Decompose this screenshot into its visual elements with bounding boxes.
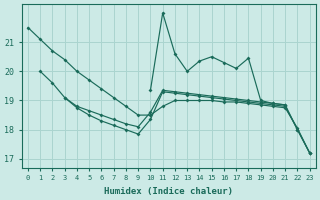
X-axis label: Humidex (Indice chaleur): Humidex (Indice chaleur) [104, 187, 233, 196]
